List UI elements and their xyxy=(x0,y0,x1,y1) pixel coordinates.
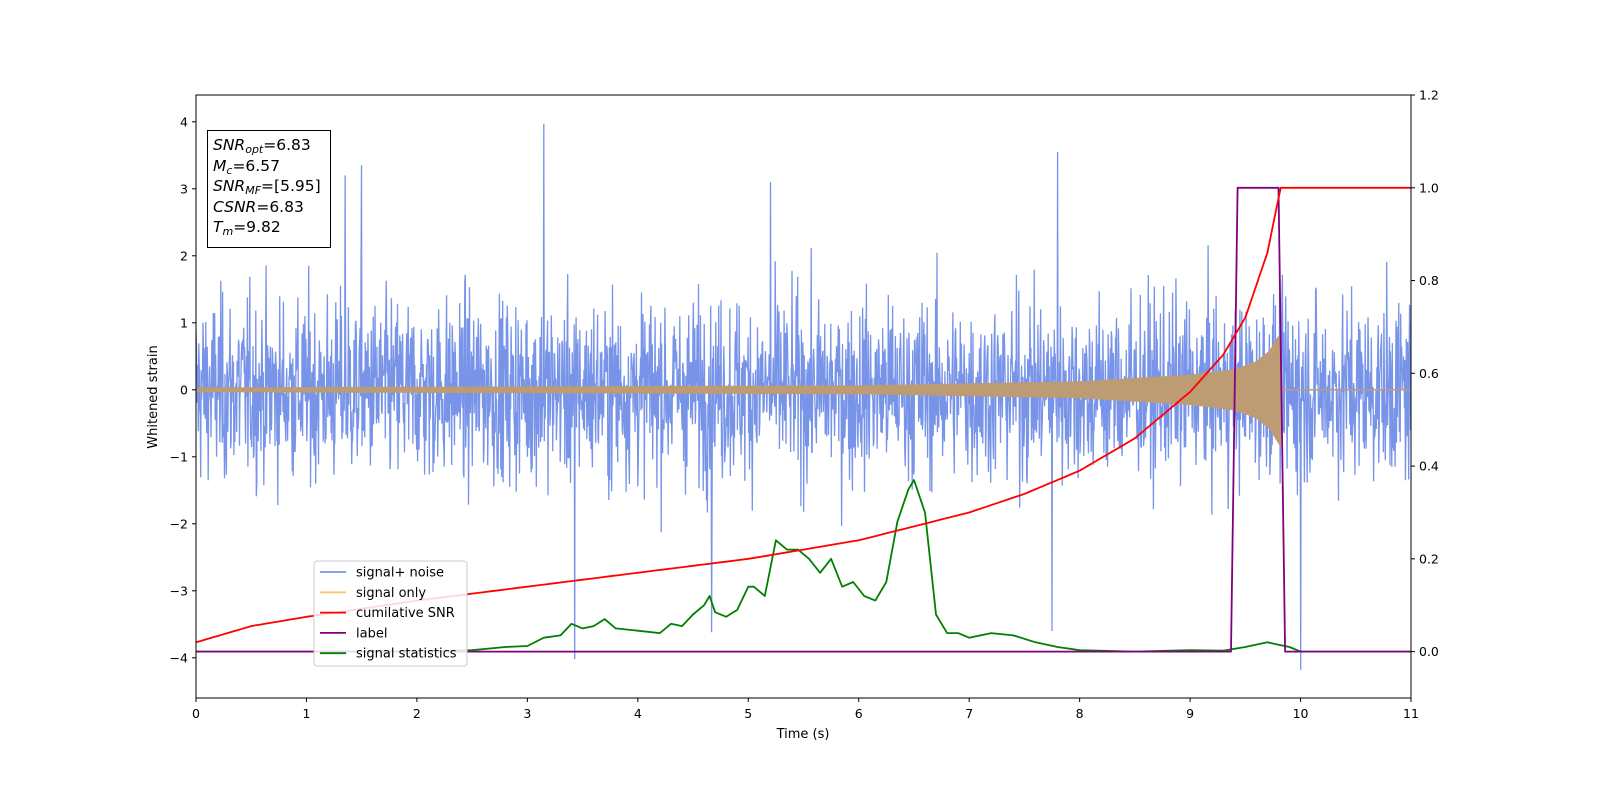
plot-frame xyxy=(195,94,1412,699)
y-left-tick-label: 1 xyxy=(180,315,188,330)
x-axis-label: Time (s) xyxy=(776,727,830,742)
legend: signal+ noise signal only cumilative SNR la… xyxy=(313,560,468,667)
x-tick-label: 4 xyxy=(634,706,642,721)
series-signal-statistics xyxy=(196,479,1411,653)
y-left-tick-label: −4 xyxy=(170,650,188,665)
x-tick-label: 9 xyxy=(1186,706,1194,721)
series-signal-only xyxy=(196,331,1282,449)
series-label xyxy=(196,186,1411,653)
y-right-tick-label: 1.0 xyxy=(1419,180,1439,195)
y-right-tick-label: 0.2 xyxy=(1419,551,1439,566)
legend-signal-noise-text: signal+ noise xyxy=(356,566,444,581)
x-tick-label: 3 xyxy=(523,706,531,721)
legend-box xyxy=(313,560,468,667)
x-tick-label: 10 xyxy=(1293,706,1309,721)
info-tm: Tm=9.82 xyxy=(213,218,281,238)
legend-cumulative-snr-text: cumilative SNR xyxy=(356,606,455,621)
y-left-tick-label: 2 xyxy=(180,248,188,263)
x-tick-label: 8 xyxy=(1076,706,1084,721)
y-axis-left: 4 3 2 1 0 −1 −2 −3 −4 xyxy=(170,114,196,665)
info-snr-opt: SNRopt=6.83 xyxy=(213,136,311,156)
info-mc: Mc=6.57 xyxy=(213,156,280,177)
x-tick-label: 0 xyxy=(192,706,200,721)
info-snr-mf: SNRMF=[5.95] xyxy=(213,177,321,197)
legend-signal-statistics-text: signal statistics xyxy=(356,647,457,662)
y-right-tick-label: 1.2 xyxy=(1419,88,1439,103)
y-right-tick-label: 0.6 xyxy=(1419,366,1439,381)
x-tick-label: 1 xyxy=(302,706,310,721)
y-left-tick-label: −1 xyxy=(170,449,188,464)
series-signal-noise xyxy=(196,123,1411,670)
y-right-tick-label: 0.0 xyxy=(1419,644,1439,659)
y-left-tick-label: 4 xyxy=(180,114,188,129)
x-tick-label: 6 xyxy=(855,706,863,721)
x-tick-label: 11 xyxy=(1403,706,1419,721)
x-tick-label: 7 xyxy=(965,706,973,721)
info-box: SNRopt=6.83 Mc=6.57 SNRMF=[5.95] CSNR=6.… xyxy=(207,130,331,248)
y-left-tick-label: −3 xyxy=(170,583,188,598)
y-left-tick-label: −2 xyxy=(170,516,188,531)
x-tick-label: 5 xyxy=(744,706,752,721)
y-right-tick-label: 0.8 xyxy=(1419,273,1439,288)
legend-label-text: label xyxy=(356,626,387,641)
legend-signal-only-text: signal only xyxy=(356,586,426,601)
y-right-tick-label: 0.4 xyxy=(1419,459,1439,474)
info-csnr: CSNR=6.83 xyxy=(213,197,304,216)
x-axis: 0 1 2 3 4 5 6 7 8 9 10 11 xyxy=(192,698,1419,721)
y-left-tick-label: 0 xyxy=(180,382,188,397)
y-axis-label: Whitened strain xyxy=(146,345,161,448)
x-tick-label: 2 xyxy=(413,706,421,721)
y-axis-right: 1.2 1.0 0.8 0.6 0.4 0.2 0.0 xyxy=(1411,88,1439,659)
y-left-tick-label: 3 xyxy=(180,181,188,196)
